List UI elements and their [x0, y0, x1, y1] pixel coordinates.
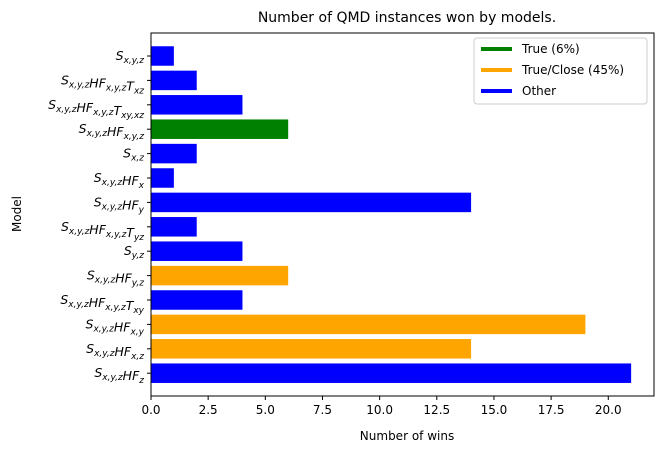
bar: [151, 241, 243, 261]
y-tick-label: Sx,y,zHFx,y: [86, 316, 145, 337]
bar: [151, 70, 197, 91]
y-tick-label: Sx,y,zHFx,y,zTxz: [61, 72, 144, 96]
legend-box: [473, 37, 648, 105]
y-tick-label: Sx,y,zHFz: [94, 365, 144, 386]
bar: [151, 217, 197, 237]
y-tick-label: Sx,y,zHFx,z: [86, 341, 144, 362]
y-tick-label: Sx,y,zHFx,y,zTyz: [61, 219, 144, 243]
x-tick-label: 10.0: [366, 403, 393, 417]
y-tick-label: Sx,y,zHFx,y,zTxy,xz: [48, 97, 144, 121]
bar: [151, 119, 289, 139]
legend-label: Other: [522, 84, 556, 98]
bar: [151, 143, 197, 164]
x-tick-label: 20.0: [595, 403, 622, 417]
bar: [151, 168, 174, 188]
y-tick-label: Sx,y,z: [116, 48, 145, 66]
bar: [151, 363, 632, 383]
bar: [151, 46, 174, 66]
bar: [151, 339, 472, 359]
bar: [151, 290, 243, 310]
y-tick-label: Sx,y,zHFy: [94, 194, 145, 215]
x-tick-label: 5.0: [256, 403, 275, 417]
x-tick-label: 15.0: [481, 403, 508, 417]
legend-label: True (6%): [521, 42, 580, 56]
y-tick-labels: Sx,y,z Sx,y,zHFx,y,zTxzSx,y,zHFx,y,zTxy,x…: [48, 48, 151, 386]
y-axis-title: Model: [10, 196, 24, 232]
legend: True (6%) True/Close (45%) Other: [473, 37, 648, 105]
y-tick-label: Sy,z: [124, 243, 144, 261]
y-tick-label: Sx,y,zHFx,y,z: [79, 121, 145, 142]
x-tick-label: 12.5: [423, 403, 450, 417]
x-tick-label: 7.5: [313, 403, 332, 417]
bar: [151, 314, 586, 335]
x-tick-label: 2.5: [199, 403, 218, 417]
x-axis-title: Number of wins: [360, 429, 454, 443]
y-tick-label: Sx,y,zHFy,z: [87, 268, 144, 289]
y-tick-label: Sx,z: [123, 146, 144, 164]
y-tick-label: Sx,y,zHFx: [94, 170, 145, 191]
legend-label: True/Close (45%): [521, 63, 624, 77]
plot-frame: [150, 32, 655, 397]
y-tick-label: Sx,y,zHFx,y,zTxy: [60, 292, 144, 316]
bars-layer: [151, 46, 632, 383]
bar: [151, 265, 289, 286]
x-tick-label: 17.5: [538, 403, 565, 417]
chart-title: Number of QMD instances won by models.: [258, 10, 556, 26]
x-tick-label: 0.0: [141, 403, 160, 417]
bar: [151, 95, 243, 115]
x-axis-ticks: 0.0 2.5 5.0 7.5 10.0 12.5 15.0 17.5 20.0: [141, 396, 622, 417]
bar: [151, 192, 472, 213]
